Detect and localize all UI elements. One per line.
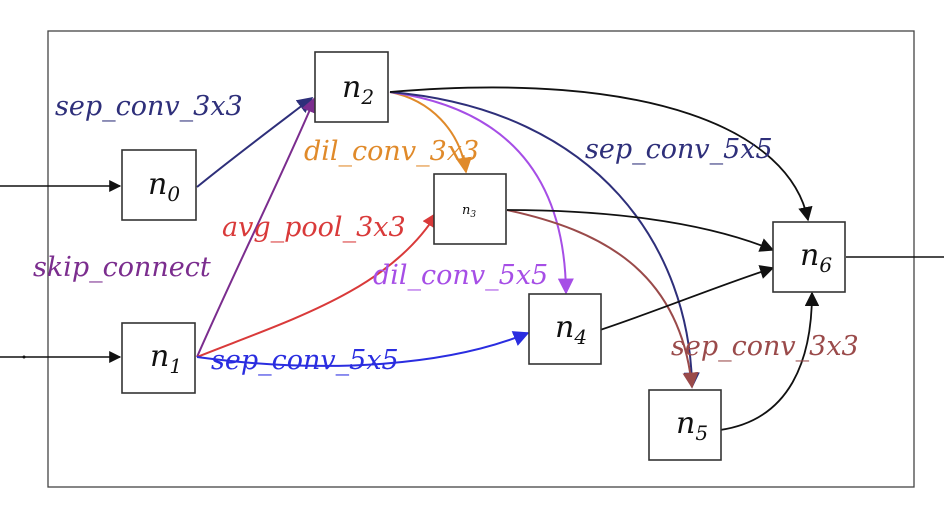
node-n4: n4 [528,293,602,365]
edge-label-n1-n3: avg_pool_3x3 [222,212,406,243]
node-n3: n3 [433,173,507,245]
edge-n2-n6 [389,86,813,222]
edge-label-n1-n2: skip_connect [33,252,211,283]
cell-border [47,30,915,488]
edge-label-n1-n4: sep_conv_5x5 [211,345,399,376]
edge-n0-n2 [196,97,314,188]
node-n3-label: n3 [462,203,476,220]
node-n2: n2 [314,51,389,123]
edge-n1-n3 [196,211,438,358]
edge-label-n0-n2: sep_conv_3x3 [55,91,243,122]
edge-n4-n6 [599,265,775,331]
edge-n1-n4 [196,331,530,367]
node-n2-label: n2 [342,70,374,109]
edge-n2-n5 [389,91,700,389]
node-n5: n5 [648,389,722,461]
node-n1: n1 [121,322,196,394]
node-n4-label: n4 [555,310,587,349]
node-n5-label: n5 [676,406,708,445]
edge-n3-n6 [506,209,775,252]
input-dot [22,355,26,359]
edge-label-n3-n5: sep_conv_3x3 [671,331,859,362]
edge-label-n2-n3: dil_conv_3x3 [304,136,479,167]
edge-n2-n3 [389,91,472,174]
node-n0: n0 [121,149,197,221]
edge-n2-n4 [389,91,574,295]
edge-label-n2-n5: sep_conv_5x5 [585,134,773,165]
edge-n3-n5 [506,209,699,389]
node-n1-label: n1 [150,339,182,378]
node-n6-label: n6 [800,238,832,277]
edge-n5-n6 [719,291,820,431]
node-n0-label: n0 [148,167,180,206]
edge-n1-n2 [196,96,317,358]
node-n6: n6 [772,221,846,293]
edge-label-n2-n4: dil_conv_5x5 [373,260,548,291]
